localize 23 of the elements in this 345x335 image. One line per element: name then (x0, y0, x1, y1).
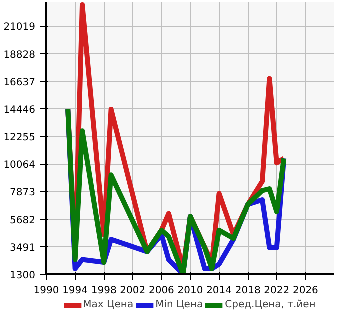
y-tick-label: 3491 (10, 242, 36, 254)
y-tick-label: 12255 (4, 132, 36, 144)
y-tick-label: 16637 (4, 77, 36, 88)
legend-label: Сред.Цена, т.йен (225, 300, 316, 310)
y-tick-label: 14446 (4, 104, 36, 116)
x-tick-label: 1990 (34, 286, 60, 296)
y-tick-label: 18828 (4, 50, 36, 61)
x-tick-label: 2010 (178, 286, 204, 296)
x-tick-label: 2006 (148, 286, 174, 296)
x-tick-label: 2018 (235, 286, 261, 296)
y-tick-label: 7873 (10, 188, 36, 199)
x-tick-label: 2022 (264, 286, 290, 296)
y-tick-label: 5682 (10, 215, 36, 226)
x-tick-label: 2014 (206, 286, 232, 296)
x-tick-label: 1998 (91, 286, 117, 296)
x-tick-label: 2026 (292, 286, 318, 296)
y-tick-label: 10064 (4, 160, 36, 172)
y-tick-label: 1300 (10, 270, 36, 282)
x-tick-label: 1994 (62, 286, 88, 296)
y-tick-label: 21019 (4, 22, 36, 34)
x-tick-label: 2002 (120, 286, 146, 296)
legend-label: Min Цена (156, 300, 204, 310)
legend-label: Max Цена (83, 300, 134, 310)
